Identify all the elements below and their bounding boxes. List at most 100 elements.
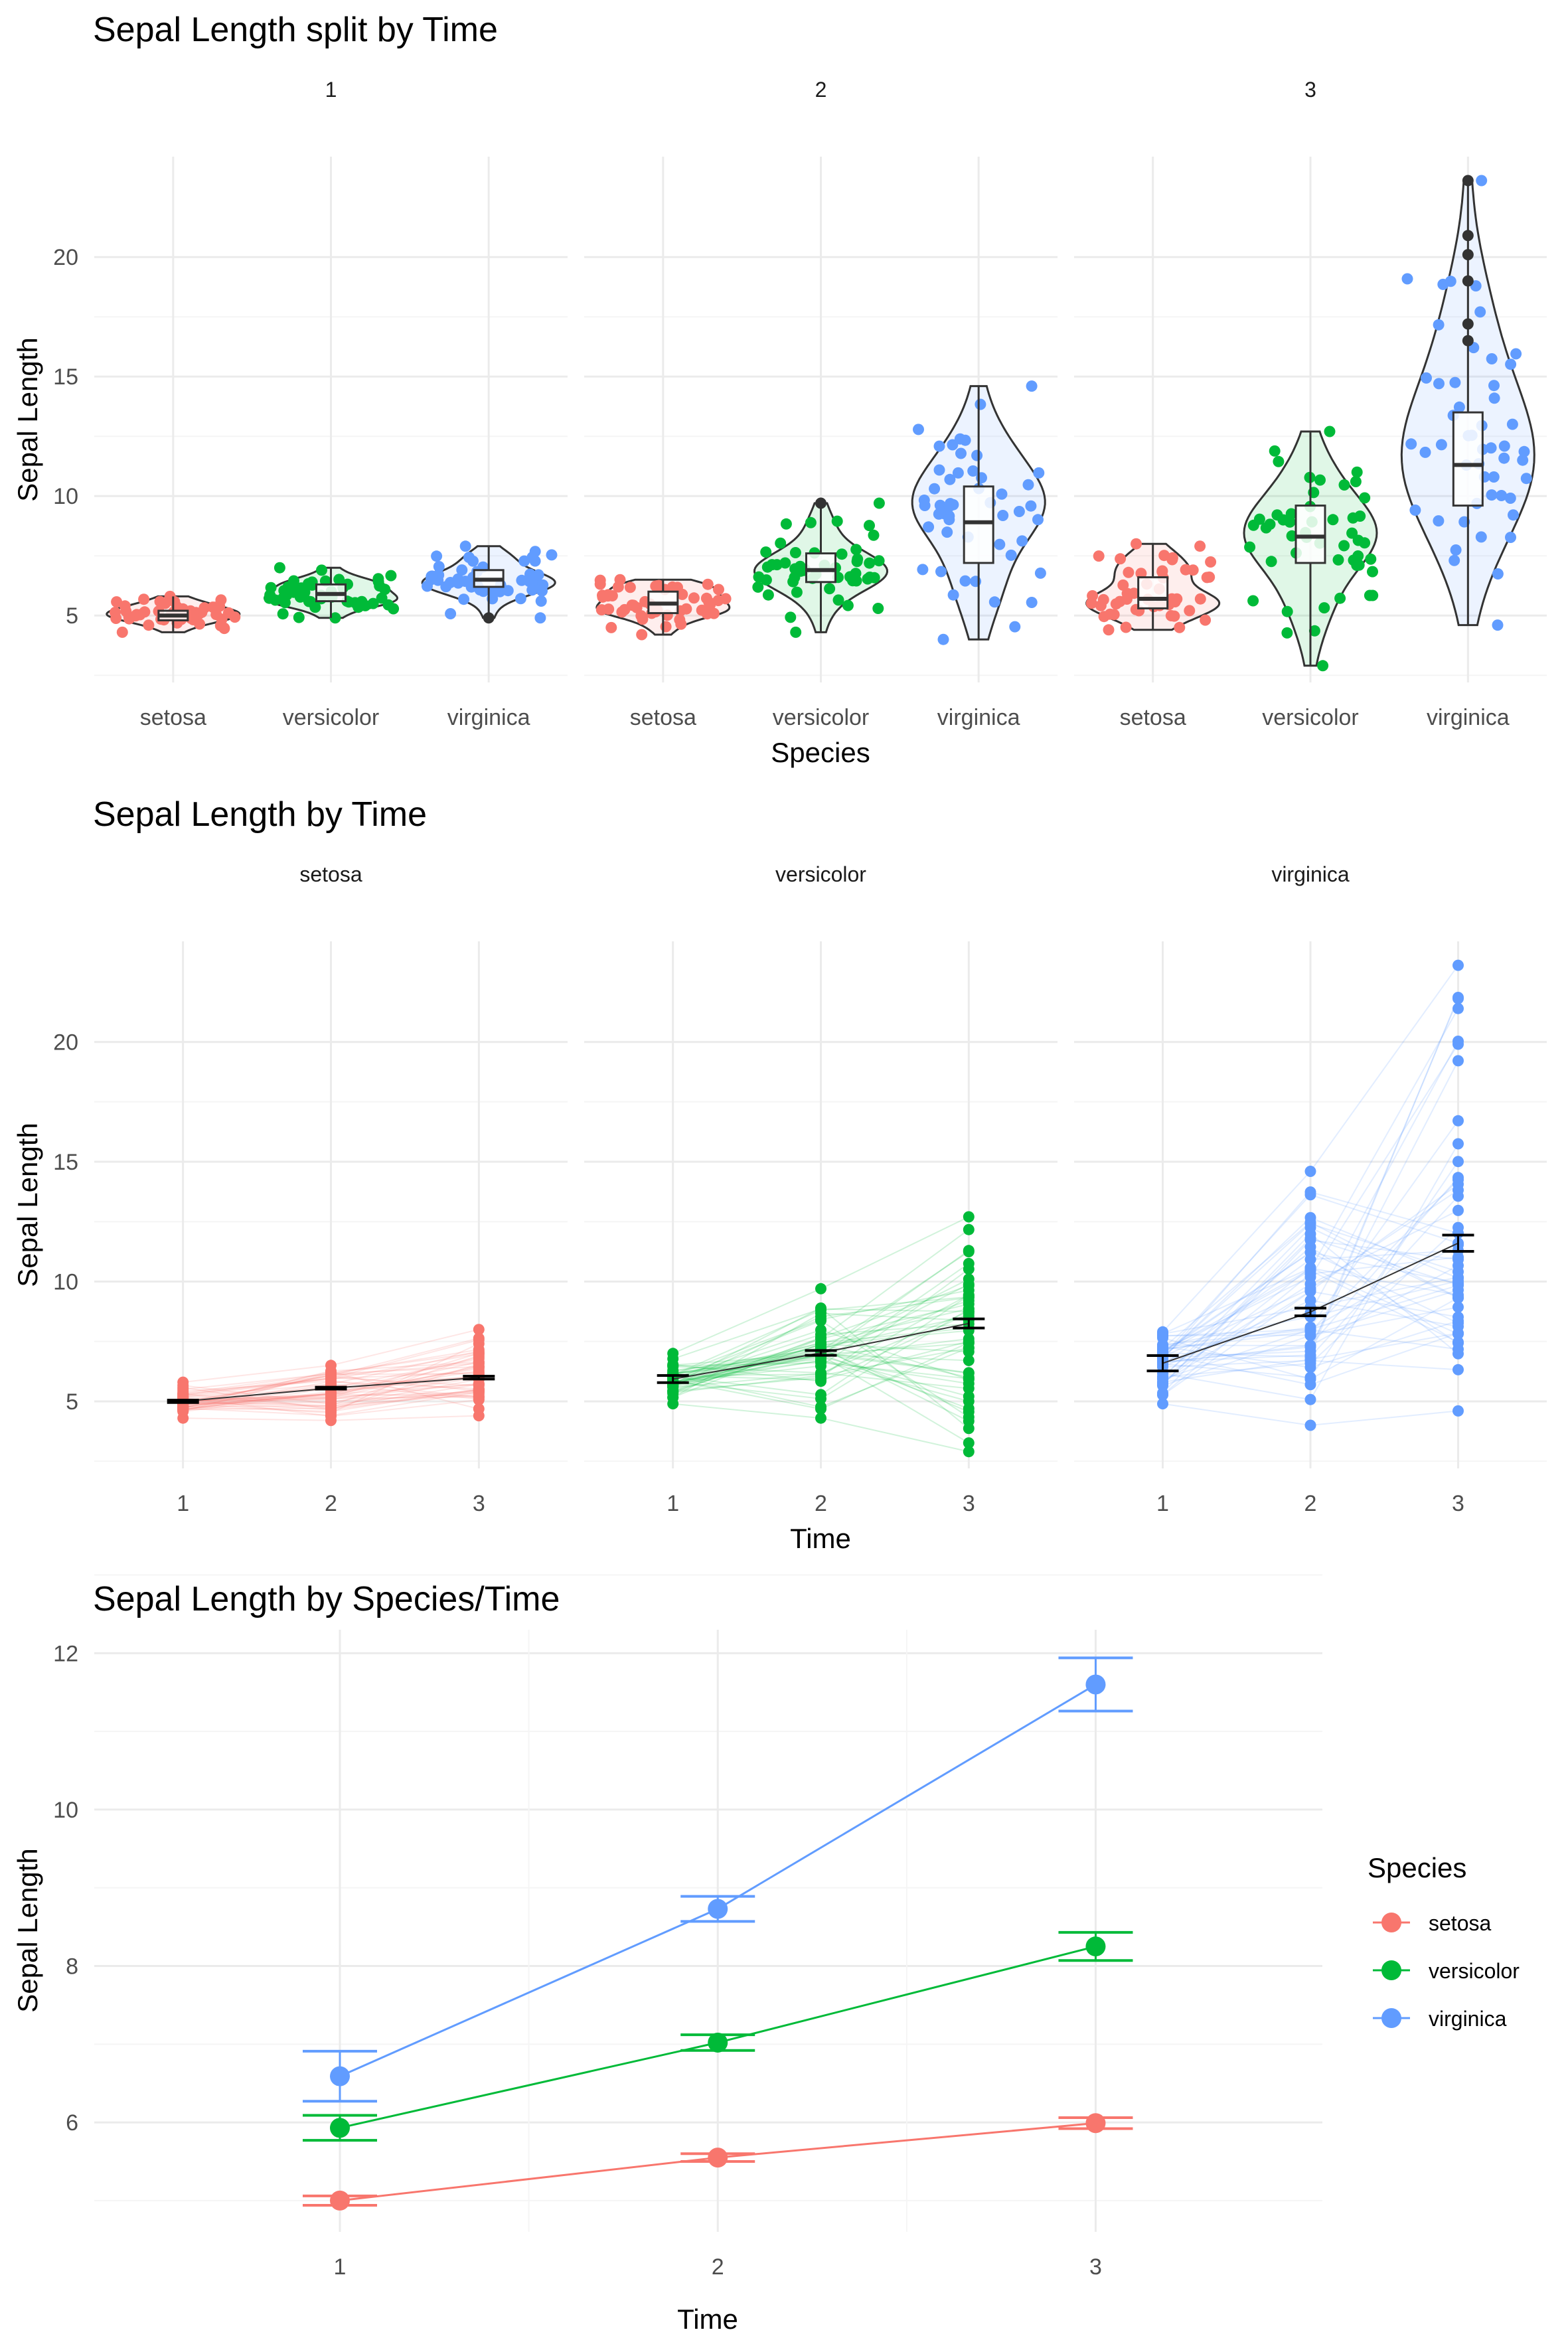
data-point-virginica <box>445 608 457 619</box>
data-point-setosa <box>473 1403 485 1415</box>
data-point-versicolor <box>281 589 293 601</box>
data-point-virginica <box>1452 959 1464 971</box>
data-point-virginica <box>535 595 547 607</box>
data-point-setosa <box>1135 568 1147 580</box>
data-point-virginica <box>1505 532 1516 543</box>
data-point-setosa <box>111 596 123 608</box>
data-point-setosa <box>1184 605 1196 617</box>
y-axis-title: Sepal Length <box>12 1848 43 2013</box>
data-point-virginica <box>524 568 536 580</box>
data-point-setosa <box>177 1381 189 1393</box>
data-point-virginica <box>1510 348 1522 360</box>
data-point-virginica <box>1157 1328 1168 1340</box>
legend-item-virginica: virginica <box>1373 2007 1507 2031</box>
data-point-versicolor <box>1367 566 1378 578</box>
data-point-versicolor <box>309 601 321 613</box>
data-point-versicolor <box>872 603 884 614</box>
y-tick-label: 5 <box>66 603 78 629</box>
box-body <box>1294 505 1326 564</box>
x-tick-label: 2 <box>712 2254 724 2280</box>
data-point-virginica <box>1005 549 1017 561</box>
y-tick-label: 10 <box>53 1269 78 1294</box>
data-point-virginica <box>1488 471 1500 483</box>
data-point-versicolor <box>1365 553 1377 565</box>
data-point-virginica <box>967 465 979 477</box>
data-point-versicolor <box>1352 534 1364 546</box>
data-point-versicolor <box>815 1357 826 1369</box>
data-point-virginica <box>1409 505 1421 516</box>
data-point-versicolor <box>385 570 397 582</box>
data-point-versicolor <box>963 1294 975 1306</box>
data-point-virginica <box>1452 1156 1464 1168</box>
data-point-virginica <box>923 521 935 533</box>
data-point-virginica <box>532 569 544 581</box>
data-point-versicolor <box>1334 592 1346 604</box>
y-tick-label: 15 <box>53 1150 78 1175</box>
data-point-setosa <box>1166 552 1178 564</box>
data-point-virginica <box>913 424 924 435</box>
violin-group-setosa <box>106 590 241 638</box>
data-point-setosa <box>636 629 648 641</box>
data-point-setosa <box>708 607 720 619</box>
data-point-virginica <box>943 514 955 526</box>
data-point-versicolor <box>842 599 854 611</box>
x-tick-label: 1 <box>1156 1491 1169 1516</box>
x-tick-label: virginica <box>447 705 530 730</box>
data-point-versicolor <box>1281 627 1293 639</box>
data-point-versicolor <box>963 1263 975 1275</box>
data-point-virginica <box>1304 1278 1316 1290</box>
data-point-virginica <box>1304 1186 1316 1198</box>
data-point-virginica <box>1433 515 1445 527</box>
data-point-virginica <box>1452 1364 1464 1375</box>
data-point-versicolor <box>963 1373 975 1385</box>
data-point-virginica <box>944 473 956 485</box>
data-point-versicolor <box>873 497 885 509</box>
data-point-setosa <box>1205 556 1217 568</box>
data-point-setosa <box>1156 566 1168 578</box>
data-point-setosa <box>1115 553 1127 565</box>
data-point-versicolor <box>372 576 384 588</box>
data-point-versicolor <box>1359 492 1371 504</box>
data-point-virginica <box>1304 1419 1316 1431</box>
data-point-versicolor <box>805 516 817 528</box>
data-point-setosa <box>1104 608 1116 620</box>
data-point-virginica <box>919 500 931 511</box>
data-point-virginica <box>941 526 953 538</box>
data-point-versicolor <box>1265 556 1277 568</box>
data-point-virginica <box>444 577 456 588</box>
data-point-virginica <box>1034 567 1046 579</box>
chart-sepal-length-by-time: Sepal Length by Time setosa 1 2 3 versicolor 1… <box>12 795 1547 1554</box>
data-point-virginica <box>1517 454 1529 466</box>
data-point-versicolor <box>752 581 764 593</box>
data-point-versicolor <box>274 562 285 574</box>
data-point-setosa <box>594 574 606 586</box>
data-point-virginica <box>1026 380 1038 392</box>
facet-strip-label: versicolor <box>775 862 866 886</box>
data-point-virginica <box>1025 500 1037 512</box>
data-point-virginica <box>1157 1398 1168 1410</box>
data-point-virginica <box>988 596 1000 608</box>
data-point-setosa <box>597 591 609 603</box>
legend-item-setosa: setosa <box>1373 1911 1491 1935</box>
data-point-virginica <box>1437 278 1449 290</box>
series-versicolor <box>303 1930 1133 2142</box>
data-point-virginica <box>929 483 941 495</box>
data-point-virginica <box>933 508 945 520</box>
data-point-virginica <box>933 440 945 452</box>
x-tick-label: 3 <box>1089 2254 1102 2280</box>
data-point-virginica <box>1488 380 1500 392</box>
data-point-setosa <box>631 601 643 613</box>
facet-panel-versicolor: versicolor 1 2 3 <box>584 862 1058 1516</box>
data-point-versicolor <box>963 1285 975 1296</box>
data-point-versicolor <box>376 592 388 604</box>
data-point-versicolor <box>824 583 836 595</box>
data-point-virginica <box>997 510 1009 521</box>
legend: Species setosa versicolor virginica <box>1368 1852 1520 2031</box>
mean-point-virginica <box>1085 1674 1106 1695</box>
data-point-setosa <box>159 597 171 609</box>
data-point-virginica <box>971 449 983 461</box>
data-point-versicolor <box>306 576 318 588</box>
data-point-versicolor <box>785 611 797 623</box>
data-point-virginica <box>1452 1251 1464 1263</box>
